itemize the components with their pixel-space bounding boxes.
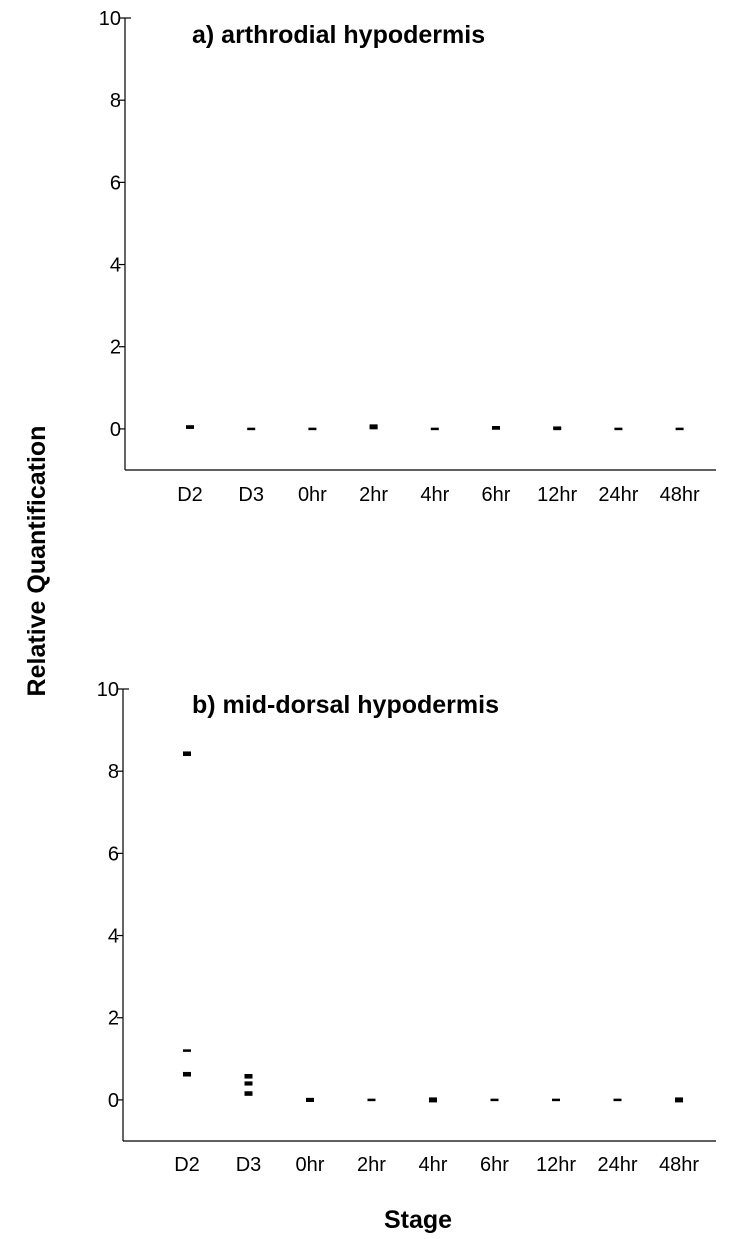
panel-a-y-tick-label: 8 <box>110 90 121 112</box>
panel-a-title: a) arthrodial hypodermis <box>192 21 485 49</box>
panel-a-x-tick-label: D3 <box>238 484 264 506</box>
panel-b-y-tick-label: 0 <box>108 1090 119 1112</box>
panel-b-x-tick-label: 48hr <box>659 1154 699 1176</box>
panel-a-x-tick-label: 0hr <box>298 484 327 506</box>
panel-b-y-ticks: 0 2 4 6 8 10 <box>97 679 129 1112</box>
panel-a-data-point <box>247 427 256 431</box>
panel-a-data-points <box>186 424 684 431</box>
panel-b-data-point <box>244 1091 253 1094</box>
panel-b-data-point <box>306 1097 314 1101</box>
panel-b-data-point <box>183 1049 191 1052</box>
panel-b-y-tick-label: 4 <box>108 926 119 948</box>
panel-b-data-point <box>244 1093 253 1096</box>
panel-a-y-ticks: 0 2 4 6 8 10 <box>99 8 131 441</box>
panel-b-data-point <box>183 1074 191 1077</box>
panel-a-x-tick-label: D2 <box>177 484 203 506</box>
panel-b-x-tick-label: 4hr <box>419 1154 448 1176</box>
panel-b-y-tick-label: 6 <box>108 843 119 865</box>
panel-b-data-point <box>183 753 191 756</box>
panel-a-x-tick-labels: D2 D3 0hr 2hr 4hr 6hr 12hr 24hr 48hr <box>177 484 700 506</box>
panel-a-x-tick-label: 6hr <box>482 484 511 506</box>
panel-b-data-point <box>244 1083 253 1086</box>
panel-b-x-tick-label: 0hr <box>296 1154 325 1176</box>
panel-b-data-point <box>490 1098 499 1102</box>
panel-b-data-points <box>183 751 683 1103</box>
panel-b-y-tick-label: 10 <box>97 679 119 701</box>
panel-a-data-point <box>675 427 684 431</box>
panel-b-x-tick-label: 24hr <box>597 1154 637 1176</box>
panel-b-data-point <box>183 1071 191 1075</box>
panel-b-x-tick-label: D3 <box>236 1154 262 1176</box>
panel-b-data-point <box>552 1098 560 1102</box>
panel-b-data-point <box>183 751 191 754</box>
panel-a-x-tick-label: 48hr <box>660 484 700 506</box>
x-axis-title: Stage <box>384 1206 452 1234</box>
panel-a-x-tick-label: 12hr <box>537 484 577 506</box>
panel-b-y-tick-label: 2 <box>108 1008 119 1030</box>
panel-a-y-tick-label: 10 <box>99 8 121 30</box>
panel-b-x-tick-label: D2 <box>174 1154 200 1176</box>
panel-a-x-tick-label: 24hr <box>598 484 638 506</box>
panel-b-x-tick-label: 6hr <box>480 1154 509 1176</box>
panel-b-title: b) mid-dorsal hypodermis <box>192 691 499 719</box>
panel-b-axes <box>122 689 716 1142</box>
panel-a-axes <box>124 18 716 471</box>
panel-a-data-point <box>369 424 378 427</box>
panel-a-y-tick-label: 6 <box>110 172 121 194</box>
y-axis-title: Relative Quantification <box>23 426 51 697</box>
panel-b-data-point <box>244 1076 253 1079</box>
panel-a-data-point <box>308 427 317 431</box>
panel-a-y-tick-label: 2 <box>110 337 121 359</box>
panel-b-x-tick-label: 12hr <box>536 1154 576 1176</box>
panel-b-data-point <box>367 1098 376 1102</box>
panel-a-data-point <box>186 425 194 428</box>
panel-a-y-tick-label: 0 <box>110 419 121 441</box>
panel-a-data-point <box>430 427 439 431</box>
panel-a-x-tick-label: 2hr <box>359 484 388 506</box>
panel-b-data-point <box>675 1099 683 1103</box>
panel-b-mid-dorsal-hypodermis: b) mid-dorsal hypodermis 0 2 4 6 8 10 D2 D3 0hr… <box>97 679 716 1176</box>
panel-b-data-point <box>306 1099 314 1102</box>
panel-a-data-point <box>614 427 623 431</box>
panel-a-data-point <box>492 426 500 429</box>
panel-b-x-tick-labels: D2 D3 0hr 2hr 4hr 6hr 12hr 24hr 48hr <box>174 1154 699 1176</box>
panel-b-data-point <box>429 1099 437 1103</box>
panel-b-data-point <box>613 1098 622 1102</box>
panel-a-x-tick-label: 4hr <box>420 484 449 506</box>
panel-a-y-tick-label: 4 <box>110 255 121 277</box>
panel-a-data-point <box>553 426 562 429</box>
panel-b-data-point <box>244 1081 253 1084</box>
panel-b-y-tick-label: 8 <box>108 761 119 783</box>
panel-a-arthrodial-hypodermis: a) arthrodial hypodermis 0 2 4 6 8 10 D2 D3 0hr… <box>99 8 716 506</box>
panel-b-x-tick-label: 2hr <box>357 1154 386 1176</box>
panel-b-data-point <box>244 1074 253 1077</box>
